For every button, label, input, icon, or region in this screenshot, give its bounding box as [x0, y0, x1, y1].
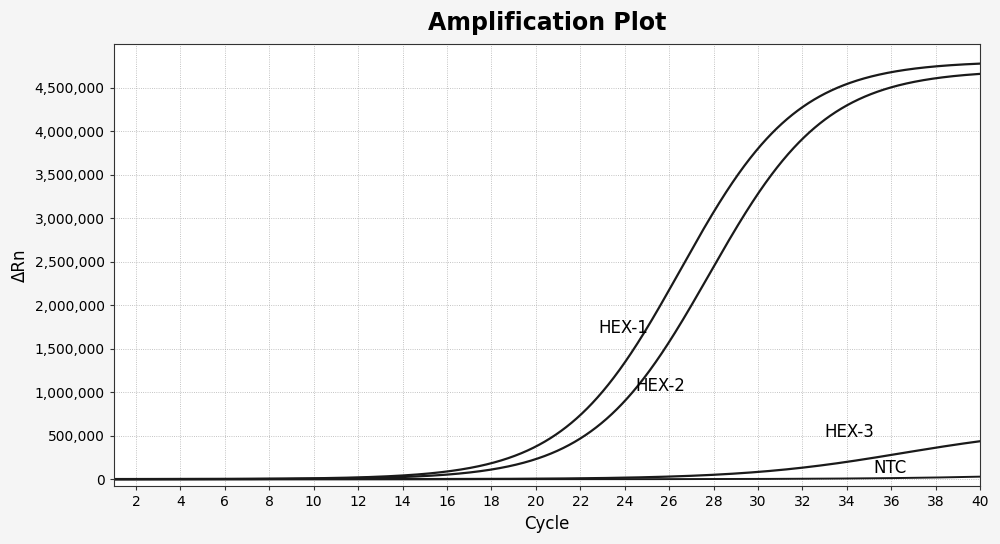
Text: HEX-3: HEX-3: [825, 423, 875, 441]
Text: NTC: NTC: [874, 459, 907, 477]
Title: Amplification Plot: Amplification Plot: [428, 11, 666, 35]
Y-axis label: ΔRn: ΔRn: [11, 249, 29, 282]
X-axis label: Cycle: Cycle: [524, 515, 570, 533]
Text: HEX-1: HEX-1: [598, 319, 648, 337]
Text: HEX-2: HEX-2: [636, 376, 686, 394]
